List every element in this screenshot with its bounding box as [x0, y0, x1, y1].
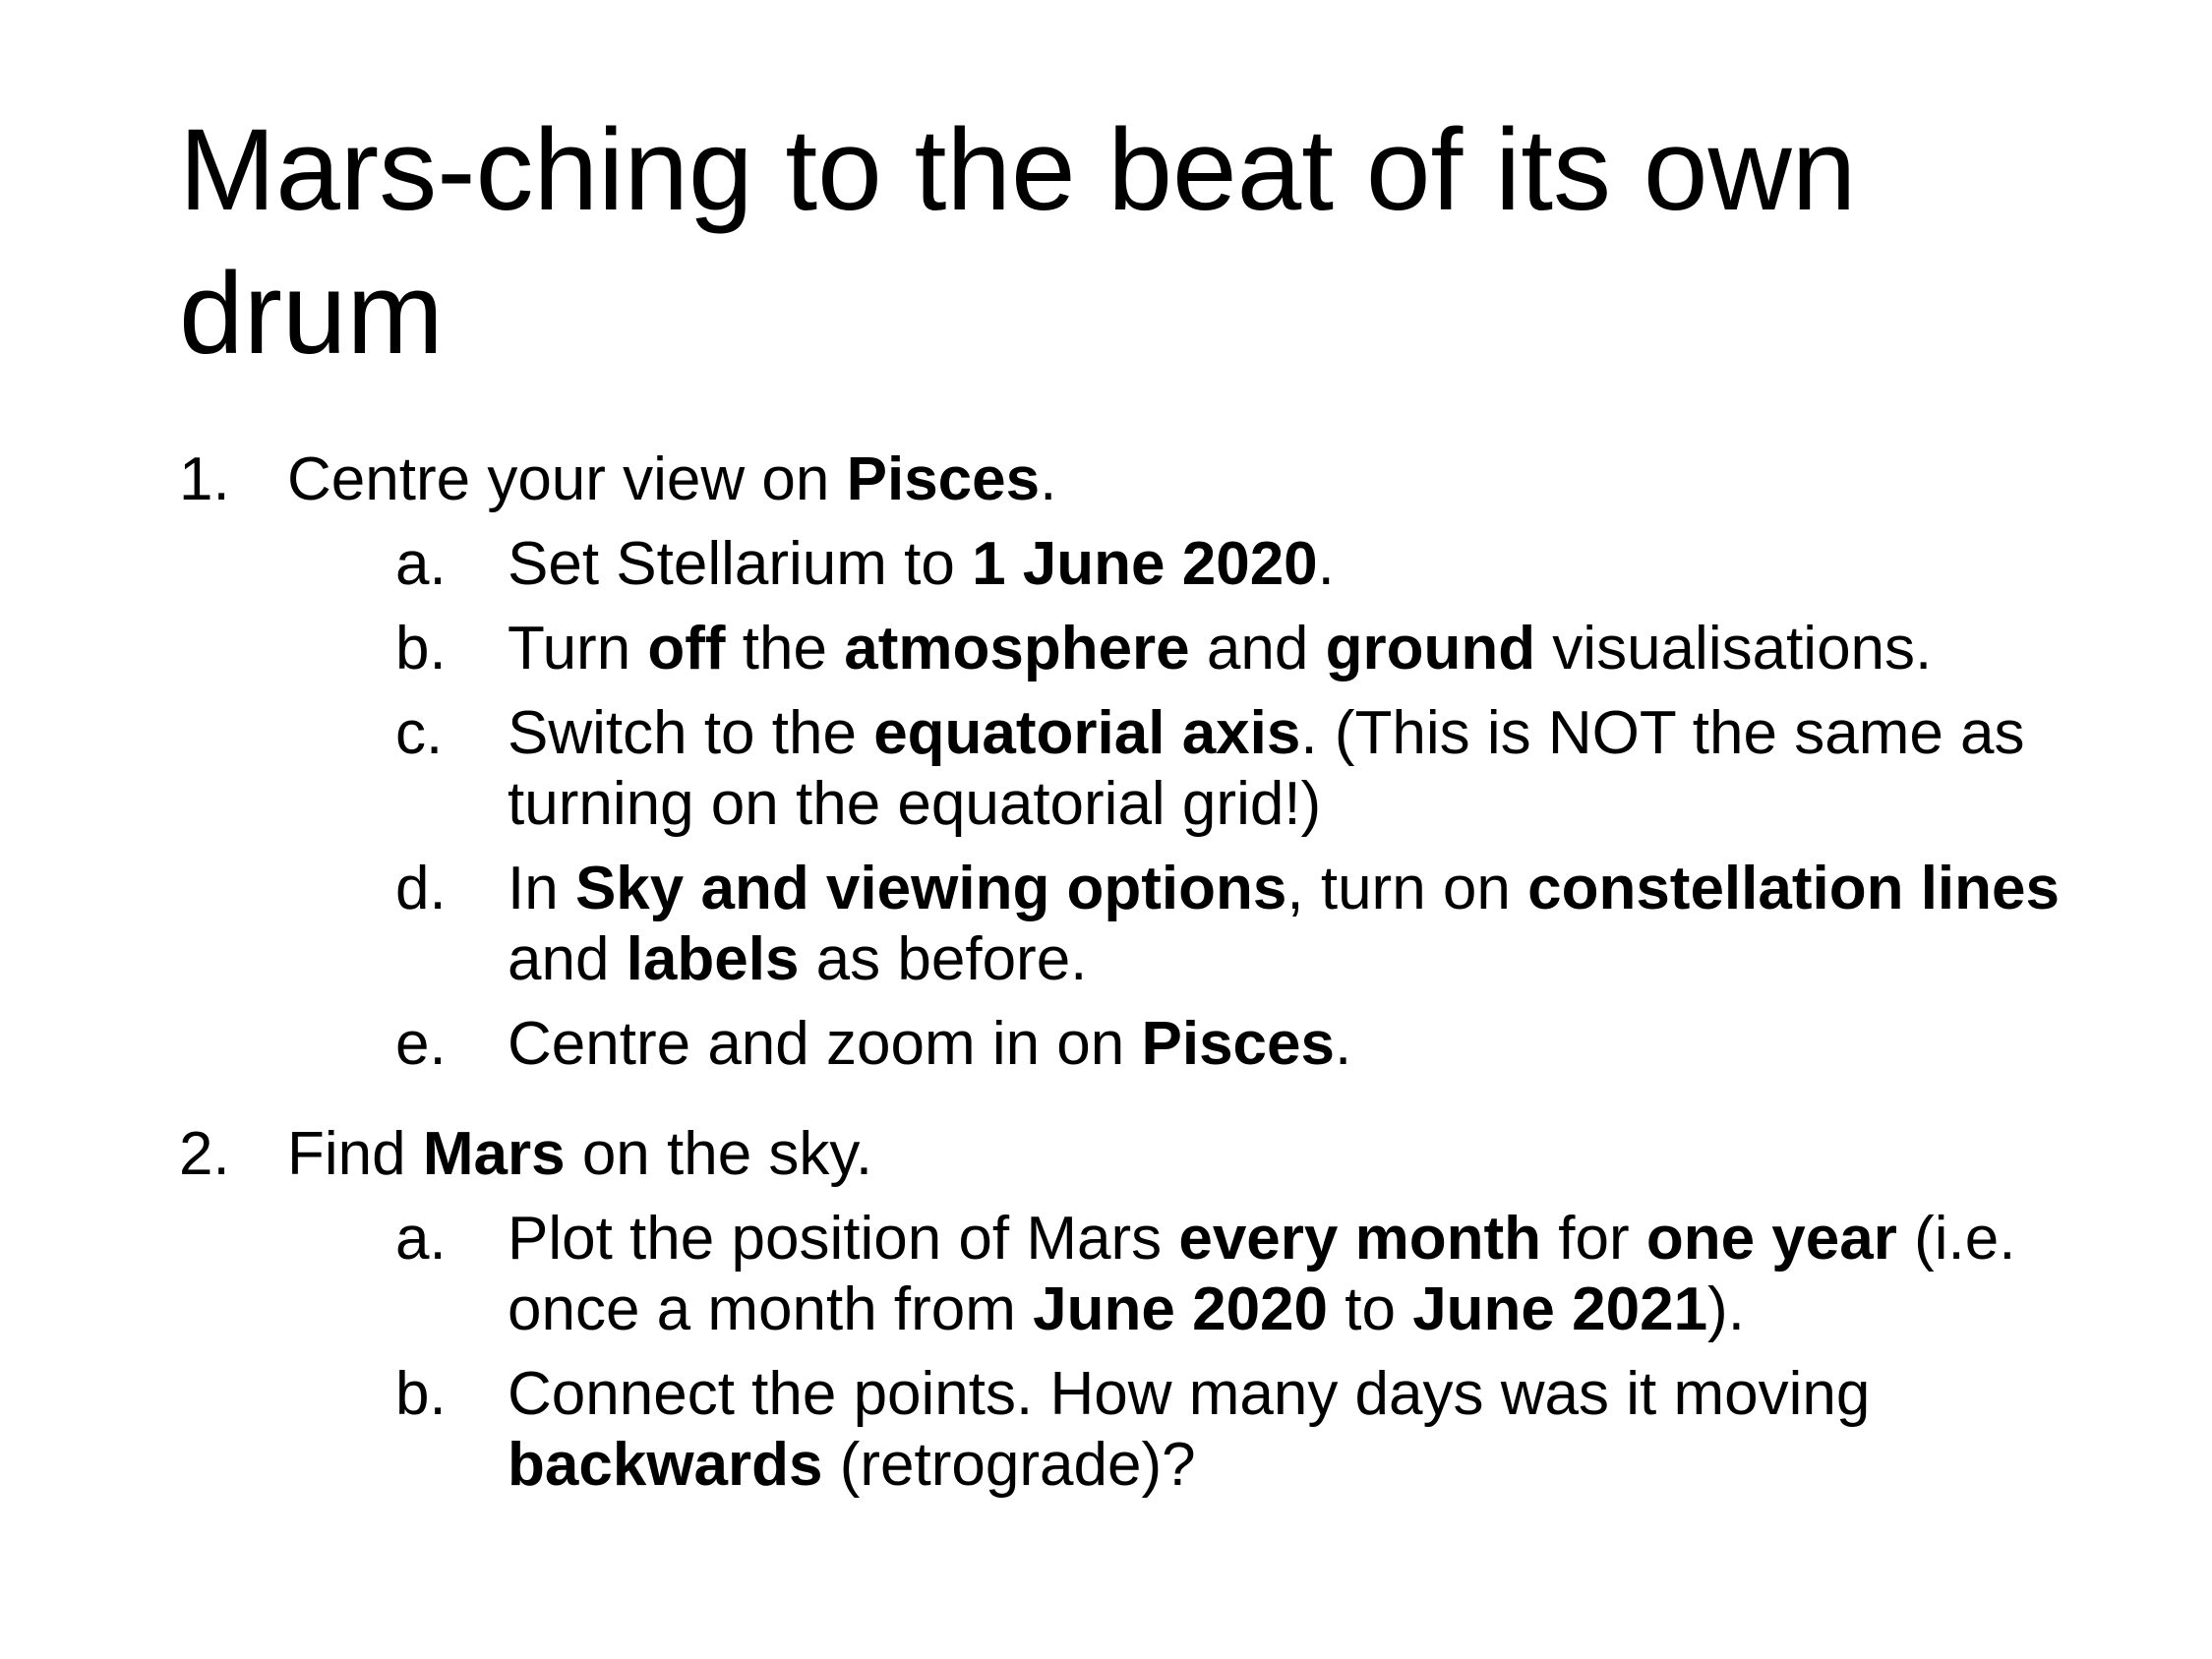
sub-list: a. Set Stellarium to 1 June 2020. b. Tur…	[287, 529, 2097, 1080]
list-item-number: 1.	[179, 445, 230, 513]
list-item-number: 2.	[179, 1120, 230, 1188]
sub-item-letter: b.	[395, 1360, 447, 1428]
sub-item-1c: c. Switch to the equatorial axis. (This …	[395, 699, 2025, 838]
instruction-list: 1. Centre your view on Pisces. a. Set St…	[179, 444, 2097, 1501]
list-item-text: Centre your view on Pisces.	[287, 445, 1057, 513]
sub-item-2b: b. Connect the points. How many days was…	[395, 1360, 1871, 1499]
sub-item-letter: a.	[395, 1205, 447, 1273]
sub-item-letter: d.	[395, 855, 447, 922]
list-item-1: 1. Centre your view on Pisces. a. Set St…	[179, 444, 2097, 1080]
sub-item-1b: b. Turn off the atmosphere and ground vi…	[395, 615, 1933, 682]
sub-list: a. Plot the position of Mars every month…	[287, 1204, 2097, 1501]
list-item-text: Find Mars on the sky.	[287, 1120, 873, 1188]
sub-item-letter: b.	[395, 615, 447, 682]
sub-item-letter: c.	[395, 699, 444, 767]
slide-title: Mars-ching to the beat of its own drum	[179, 105, 1857, 379]
sub-item-1a: a. Set Stellarium to 1 June 2020.	[395, 530, 1335, 598]
sub-item-1e: e. Centre and zoom in on Pisces.	[395, 1010, 1352, 1078]
sub-item-2a: a. Plot the position of Mars every month…	[395, 1205, 2016, 1343]
sub-item-letter: e.	[395, 1010, 447, 1078]
sub-item-letter: a.	[395, 530, 447, 598]
sub-item-1d: d. In Sky and viewing options, turn on c…	[395, 855, 2060, 993]
list-item-2: 2. Find Mars on the sky. a. Plot the pos…	[179, 1119, 2097, 1501]
